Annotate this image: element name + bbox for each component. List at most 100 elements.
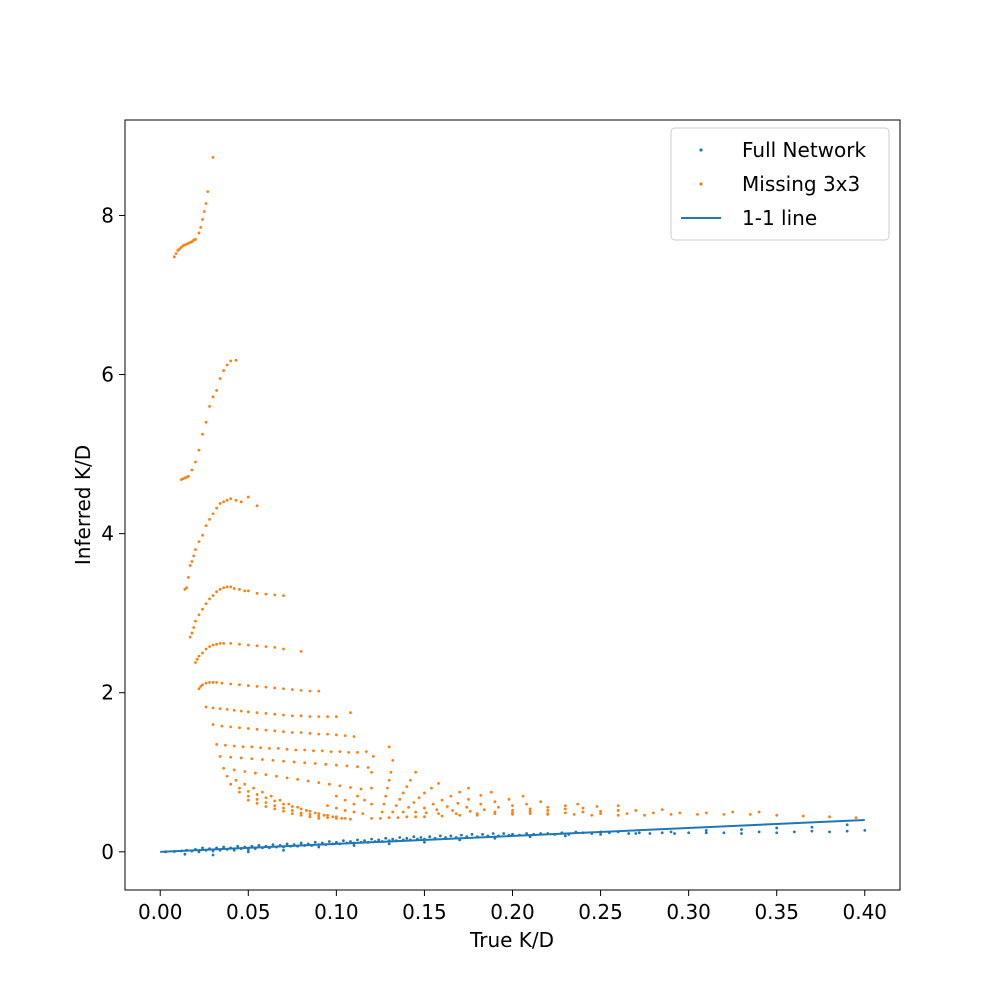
scatter-point: [238, 786, 241, 790]
scatter-point: [334, 794, 338, 798]
scatter-point: [255, 727, 259, 731]
scatter-point: [282, 806, 285, 810]
scatter-point: [370, 786, 373, 790]
scatter-point: [303, 748, 307, 752]
scatter-point: [273, 804, 277, 808]
scatter-point: [218, 754, 222, 758]
scatter-point: [215, 680, 218, 684]
scatter-point: [412, 801, 416, 804]
scatter-point: [317, 812, 321, 816]
scatter-point: [201, 432, 204, 436]
scatter-point: [412, 835, 416, 839]
scatter-point: [276, 747, 280, 750]
scatter-point: [215, 642, 218, 646]
scatter-point: [299, 811, 303, 815]
scatter-point: [673, 832, 676, 835]
x-tick-label: 0.20: [490, 900, 535, 924]
scatter-point: [563, 807, 567, 811]
scatter-point: [264, 685, 268, 689]
scatter-point: [259, 746, 263, 750]
scatter-point: [246, 727, 250, 730]
scatter-point: [211, 680, 215, 684]
scatter-point: [313, 762, 317, 765]
scatter-point: [197, 687, 201, 691]
scatter-point: [423, 815, 426, 819]
scatter-point: [273, 807, 277, 811]
scatter-point: [481, 832, 484, 836]
scatter-point: [232, 768, 236, 772]
scatter-point: [236, 844, 240, 848]
scatter-point: [581, 810, 585, 814]
scatter-point: [704, 828, 708, 832]
scatter-point: [287, 802, 291, 806]
scatter-point: [211, 723, 215, 726]
scatter-point: [282, 759, 285, 763]
scatter-point: [451, 809, 455, 812]
scatter-point: [285, 747, 289, 751]
scatter-point: [299, 813, 303, 817]
scatter-point: [408, 778, 412, 782]
scatter-point: [417, 796, 421, 800]
scatter-point: [225, 708, 229, 711]
scatter-point: [320, 749, 324, 753]
scatter-point: [563, 804, 567, 808]
scatter-point: [458, 813, 462, 817]
scatter-point: [356, 765, 359, 769]
scatter-point: [290, 805, 294, 808]
scatter-point: [343, 734, 347, 738]
scatter-point: [260, 790, 264, 794]
scatter-point: [282, 809, 285, 813]
scatter-point: [204, 202, 208, 205]
scatter-point: [546, 805, 550, 809]
scatter-point: [643, 813, 646, 817]
scatter-point: [414, 810, 418, 814]
scatter-point: [238, 642, 241, 646]
scatter-point: [264, 592, 268, 596]
scatter-point: [704, 811, 708, 815]
scatter-point: [581, 806, 585, 810]
scatter-point: [225, 585, 229, 589]
scatter-point: [201, 651, 204, 655]
scatter-point: [243, 782, 247, 786]
scatter-point: [220, 681, 224, 685]
scatter-point: [229, 497, 233, 501]
x-tick-label: 0.30: [666, 900, 711, 924]
scatter-point: [627, 832, 631, 835]
scatter-point: [731, 810, 735, 814]
scatter-point: [370, 817, 373, 820]
scatter-point: [521, 794, 525, 798]
scatter-point: [317, 689, 321, 693]
scatter-point: [458, 790, 462, 794]
scatter-point: [218, 377, 222, 380]
scatter-point: [460, 833, 463, 837]
scatter-point: [208, 645, 211, 648]
scatter-point: [273, 593, 277, 597]
scatter-point: [546, 809, 550, 812]
scatter-point: [282, 594, 285, 598]
scatter-point: [308, 715, 312, 718]
scatter-point: [349, 840, 352, 843]
scatter-point: [380, 810, 384, 814]
scatter-point: [234, 358, 238, 362]
scatter-point: [260, 758, 264, 761]
scatter-point: [660, 808, 664, 812]
scatter-point: [238, 587, 241, 591]
scatter-point: [299, 731, 303, 734]
scatter-point: [326, 813, 329, 817]
scatter-point: [299, 841, 303, 845]
scatter-point: [398, 836, 402, 839]
scatter-point: [810, 825, 814, 829]
scatter-point: [215, 506, 218, 510]
scatter-point: [437, 782, 440, 785]
scatter-point: [174, 252, 178, 256]
y-tick-label: 8: [101, 203, 114, 227]
scatter-point: [317, 817, 321, 820]
scatter-point: [419, 836, 423, 839]
scatter-point: [384, 836, 388, 840]
scatter-point: [317, 845, 321, 849]
scatter-point: [211, 643, 215, 647]
scatter-point: [863, 828, 867, 832]
legend-item: Full Network: [699, 138, 866, 162]
scatter-point: [246, 643, 250, 647]
